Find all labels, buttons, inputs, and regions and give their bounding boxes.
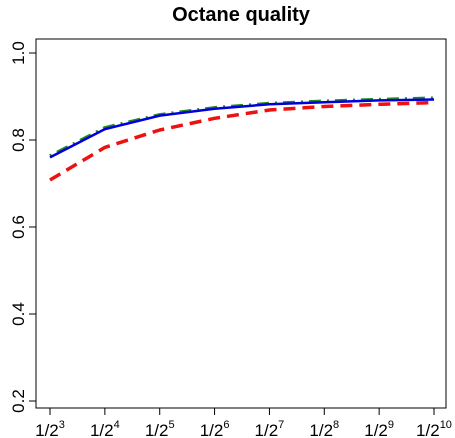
x-tick-exponent: 4 <box>114 419 120 431</box>
chart-title: Octane quality <box>172 4 311 26</box>
x-tick-exponent: 10 <box>440 419 452 431</box>
y-tick-label: 0.4 <box>9 302 28 326</box>
x-tick-label: 1/29 <box>364 419 394 438</box>
x-tick-label: 1/27 <box>255 419 285 438</box>
plot-frame <box>35 38 447 409</box>
x-tick-base: 1/2 <box>309 421 333 438</box>
x-tick-base: 1/2 <box>145 421 169 438</box>
x-tick-label: 1/23 <box>35 419 65 438</box>
x-tick-exponent: 7 <box>278 419 284 431</box>
x-tick-exponent: 9 <box>388 419 394 431</box>
series-line-dashed <box>49 100 435 182</box>
x-tick-exponent: 8 <box>333 419 339 431</box>
x-tick-exponent: 3 <box>59 419 65 431</box>
x-tick-base: 1/2 <box>90 421 114 438</box>
x-tick-base: 1/2 <box>255 421 279 438</box>
x-tick-base: 1/2 <box>364 421 388 438</box>
x-tick-base: 1/2 <box>200 421 224 438</box>
x-tick-exponent: 6 <box>223 419 229 431</box>
y-tick-label: 0.2 <box>9 389 28 413</box>
x-tick-label: 1/210 <box>416 419 452 438</box>
x-tick-exponent: 5 <box>168 419 174 431</box>
x-tick-base: 1/2 <box>35 421 59 438</box>
x-tick-label: 1/26 <box>200 419 230 438</box>
x-tick-label: 1/25 <box>145 419 175 438</box>
y-tick-label: 1.0 <box>9 41 28 65</box>
y-tick-label: 0.8 <box>9 128 28 152</box>
x-tick-base: 1/2 <box>416 421 440 438</box>
series-line-solid <box>49 98 435 159</box>
x-tick-label: 1/28 <box>309 419 339 438</box>
x-tick-label: 1/24 <box>90 419 120 438</box>
y-tick-label: 0.6 <box>9 215 28 239</box>
